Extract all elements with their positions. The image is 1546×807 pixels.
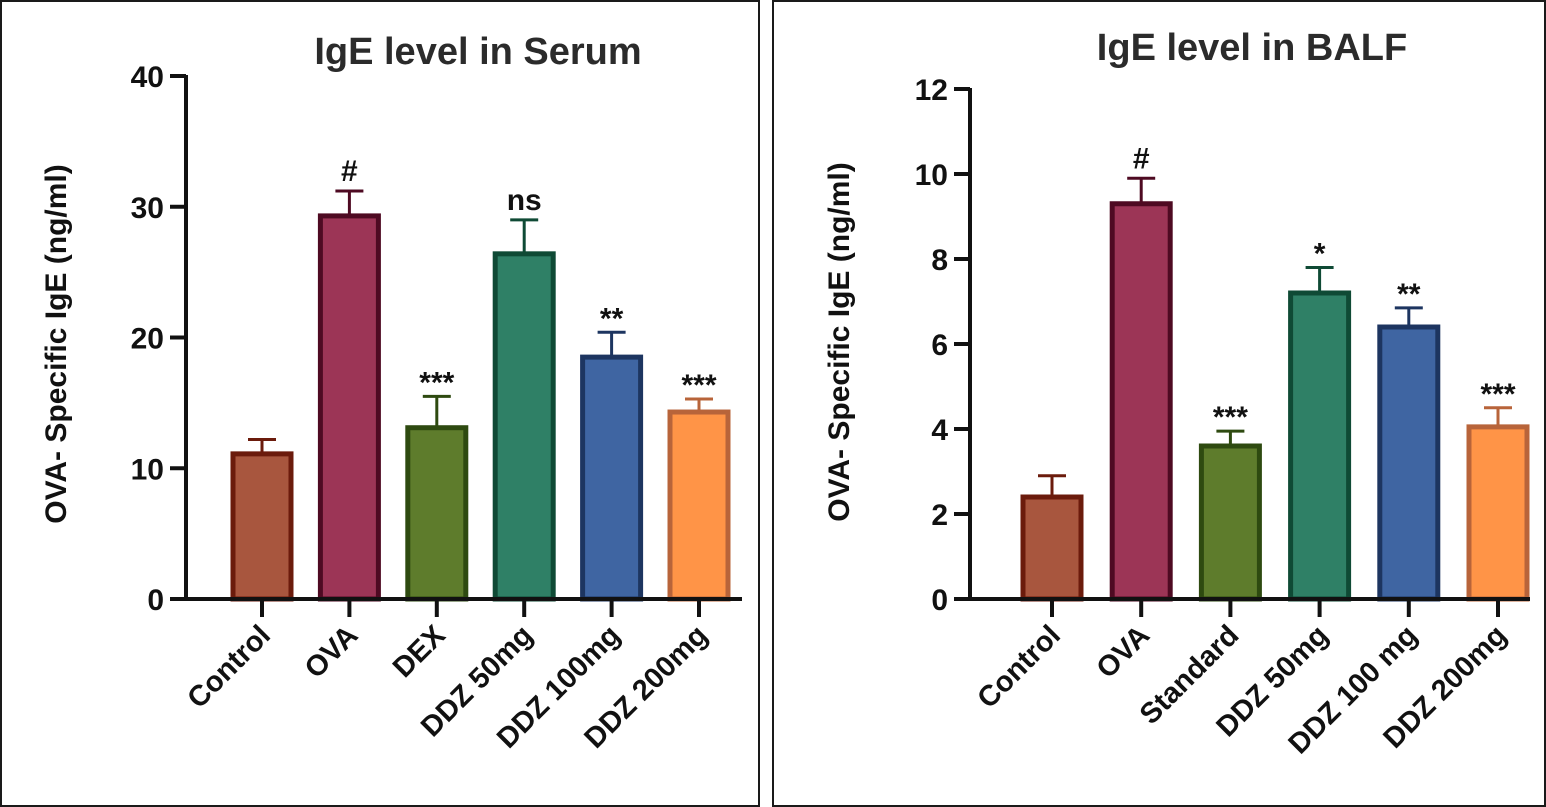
balf-chart-panel: IgE level in BALF OVA- Specific IgE (ng/… bbox=[772, 0, 1546, 807]
significance-label: * bbox=[1314, 238, 1326, 271]
y-tick-label: 20 bbox=[131, 323, 164, 356]
y-tick-label: 6 bbox=[931, 329, 948, 362]
significance-label: ns bbox=[507, 184, 542, 217]
bar bbox=[667, 409, 731, 602]
significance-label: # bbox=[341, 155, 358, 188]
y-tick-label: 0 bbox=[931, 584, 948, 617]
bar bbox=[405, 425, 469, 602]
significance-label: *** bbox=[681, 369, 716, 402]
y-tick-label: 10 bbox=[131, 453, 164, 486]
y-tick-label: 0 bbox=[147, 584, 164, 617]
x-tick-label: OVA bbox=[1091, 619, 1157, 685]
y-tick-label: 8 bbox=[931, 244, 948, 277]
bar bbox=[1466, 424, 1530, 602]
bar bbox=[230, 451, 294, 602]
significance-label: *** bbox=[1213, 401, 1248, 434]
y-tick-label: 40 bbox=[131, 61, 164, 94]
y-tick-label: 4 bbox=[931, 414, 948, 447]
bar bbox=[1109, 201, 1173, 602]
bar bbox=[492, 251, 556, 602]
significance-label: *** bbox=[419, 366, 454, 399]
x-tick-label: OVA bbox=[299, 619, 365, 685]
chart-title: IgE level in BALF bbox=[1097, 27, 1407, 69]
x-tick-label: Control bbox=[971, 619, 1067, 715]
chart-title: IgE level in Serum bbox=[314, 31, 641, 73]
y-axis-label: OVA- Specific IgE (ng/ml) bbox=[40, 164, 73, 523]
y-axis-label: OVA- Specific IgE (ng/ml) bbox=[823, 162, 856, 521]
significance-label: # bbox=[1133, 142, 1150, 175]
bars-group: #***ns***** bbox=[230, 155, 731, 602]
bar bbox=[1198, 443, 1262, 602]
serum-chart: IgE level in Serum OVA- Specific IgE (ng… bbox=[40, 31, 742, 755]
y-tick-label: 2 bbox=[931, 499, 948, 532]
significance-label: *** bbox=[1480, 378, 1515, 411]
x-tick-label: Control bbox=[181, 619, 277, 715]
y-tick-label: 12 bbox=[915, 74, 948, 107]
y-tick-label: 10 bbox=[915, 159, 948, 192]
significance-label: ** bbox=[1397, 278, 1421, 311]
significance-label: ** bbox=[600, 302, 624, 335]
bars-group: #********* bbox=[1020, 142, 1530, 602]
y-tick-label: 30 bbox=[131, 192, 164, 225]
balf-chart: IgE level in BALF OVA- Specific IgE (ng/… bbox=[823, 27, 1530, 760]
serum-chart-panel: IgE level in Serum OVA- Specific IgE (ng… bbox=[0, 0, 760, 807]
bar bbox=[1377, 324, 1441, 602]
x-tick-label: DEX bbox=[387, 619, 452, 684]
bar bbox=[1020, 494, 1084, 602]
bar bbox=[580, 354, 644, 602]
bar bbox=[1288, 290, 1352, 602]
bar bbox=[317, 213, 381, 602]
